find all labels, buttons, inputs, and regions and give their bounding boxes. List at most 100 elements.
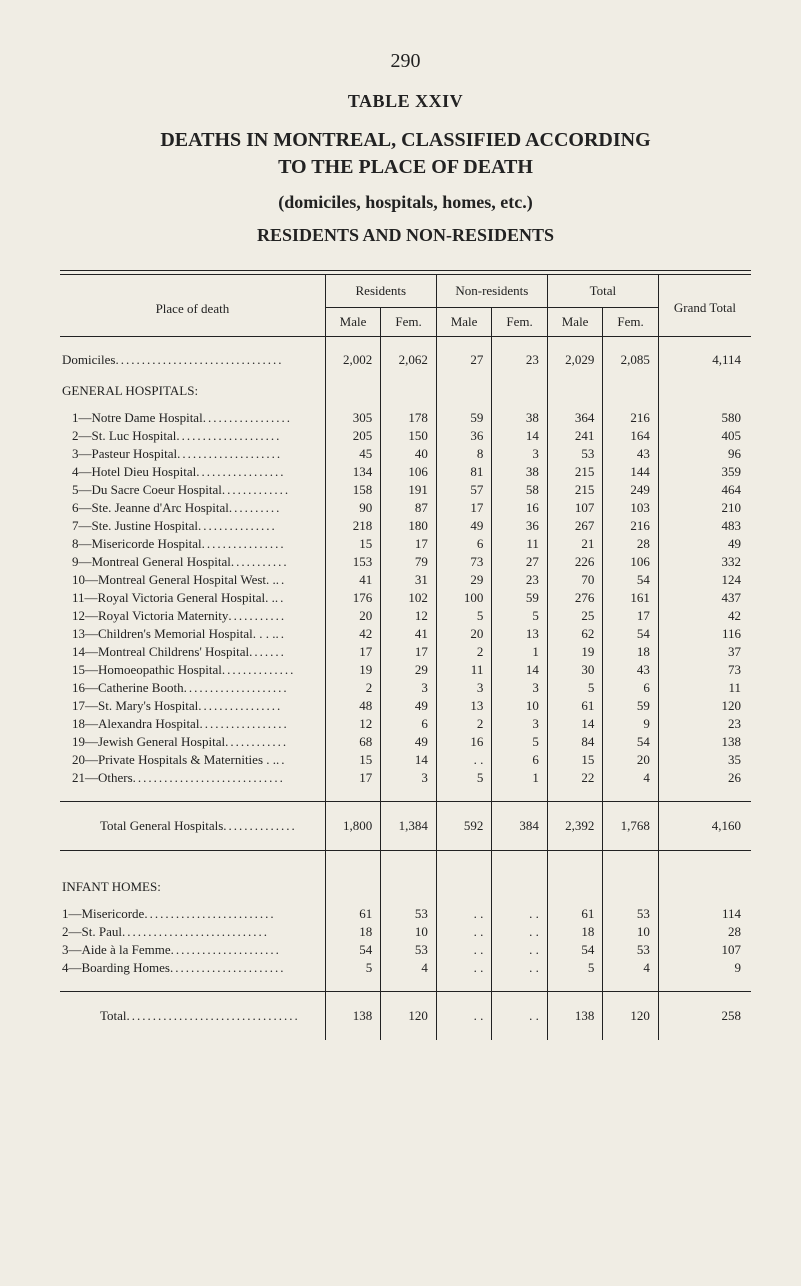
cell: 16 [492,499,548,517]
row-gen-hosp-title: GENERAL HOSPITALS: [60,369,751,409]
cell: 17 [325,643,381,661]
row-label: 3—Aide à la Femme [62,942,171,957]
table-row: 10—Montreal General Hospital West. ...41… [60,571,751,589]
cell: 178 [381,409,437,427]
cell: 15 [325,535,381,553]
cell: 61 [325,905,381,923]
cell: . . [492,959,548,977]
row-gen-total: Total General Hospitals.............. 1,… [60,802,751,851]
cell: 81 [436,463,492,481]
dots: .............. [222,662,296,677]
header-non-fem: Fem. [492,308,548,337]
cell: 79 [381,553,437,571]
cell: 359 [658,463,751,481]
dots: ................ [198,698,282,713]
cell: 21 [547,535,603,553]
cell: 144 [603,463,659,481]
cell: 53 [547,445,603,463]
cell: 38 [492,463,548,481]
cell: 29 [381,661,437,679]
cell: 5 [547,679,603,697]
row-label: 4—Boarding Homes [62,960,170,975]
cell: 106 [603,553,659,571]
label-infant-total: Total [100,1008,127,1023]
cell: 3 [436,679,492,697]
cell: 19 [547,643,603,661]
cell: 43 [603,445,659,463]
cell: 437 [658,589,751,607]
cell: 25 [547,607,603,625]
dots: ............ [225,734,288,749]
table-row: 18—Alexandra Hospital.................12… [60,715,751,733]
cell: 20 [436,625,492,643]
row-label: 9—Montreal General Hospital [72,554,231,569]
cell: 5 [492,607,548,625]
cell: 35 [658,751,751,769]
gap [60,851,751,866]
cell: 215 [547,481,603,499]
cell: 4 [381,959,437,977]
title-line1: DEATHS IN MONTREAL, CLASSIFIED ACCORDING [70,128,741,153]
table-row: 4—Hotel Dieu Hospital.................13… [60,463,751,481]
header-grand-total-text: Grand Total [674,300,736,315]
cell: 364 [547,409,603,427]
cell: 22 [547,769,603,787]
cell: 11 [436,661,492,679]
row-label: 2—St. Paul [62,924,122,939]
row-label: 20—Private Hospitals & Maternities . . [72,752,276,767]
cell: 42 [325,625,381,643]
table-row: 19—Jewish General Hospital............68… [60,733,751,751]
row-label: 21—Others [72,770,133,785]
header-non-male: Male [436,308,492,337]
gap [60,977,751,991]
cell: 218 [325,517,381,535]
cell: 84 [547,733,603,751]
cell: 43 [603,661,659,679]
cell: 483 [658,517,751,535]
cell: 120 [603,992,659,1041]
row-label: 11—Royal Victoria General Hospital. . [72,590,275,605]
cell: . . [436,959,492,977]
cell: 59 [492,589,548,607]
header-res-male: Male [325,308,381,337]
cell: 8 [436,445,492,463]
row-label: 7—Ste. Justine Hospital [72,518,198,533]
cell: 27 [436,351,492,369]
table-row: 2—St. Paul............................18… [60,923,751,941]
cell: 41 [325,571,381,589]
cell: 2 [436,715,492,733]
cell: 49 [381,733,437,751]
cell: 62 [547,625,603,643]
cell: 73 [658,661,751,679]
cell: 17 [603,607,659,625]
cell: 23 [492,351,548,369]
cell: 161 [603,589,659,607]
cell: 226 [547,553,603,571]
row-label: 15—Homoeopathic Hospital [72,662,222,677]
cell: . . [436,923,492,941]
dots: .................... [177,446,282,461]
cell: . . [436,992,492,1041]
cell: 17 [381,535,437,553]
cell: 5 [325,959,381,977]
row-label: 5—Du Sacre Coeur Hospital [72,482,222,497]
table-row: 4—Boarding Homes......................54… [60,959,751,977]
cell: 49 [658,535,751,553]
cell: 3 [381,769,437,787]
row-label: 1—Notre Dame Hospital [72,410,203,425]
cell: 59 [603,697,659,715]
header-nonresidents: Non-residents [436,275,547,308]
table-row: 16—Catherine Booth....................23… [60,679,751,697]
table-row: 15—Homoeopathic Hospital..............19… [60,661,751,679]
cell: 20 [603,751,659,769]
cell: 14 [547,715,603,733]
table-row: 14—Montreal Childrens' Hospital.......17… [60,643,751,661]
cell: 30 [547,661,603,679]
cell: 5 [436,769,492,787]
cell: 5 [547,959,603,977]
cell: 2 [325,679,381,697]
cell: 31 [381,571,437,589]
cell: 4 [603,959,659,977]
row-label: 14—Montreal Childrens' Hospital [72,644,249,659]
cell: 2,002 [325,351,381,369]
